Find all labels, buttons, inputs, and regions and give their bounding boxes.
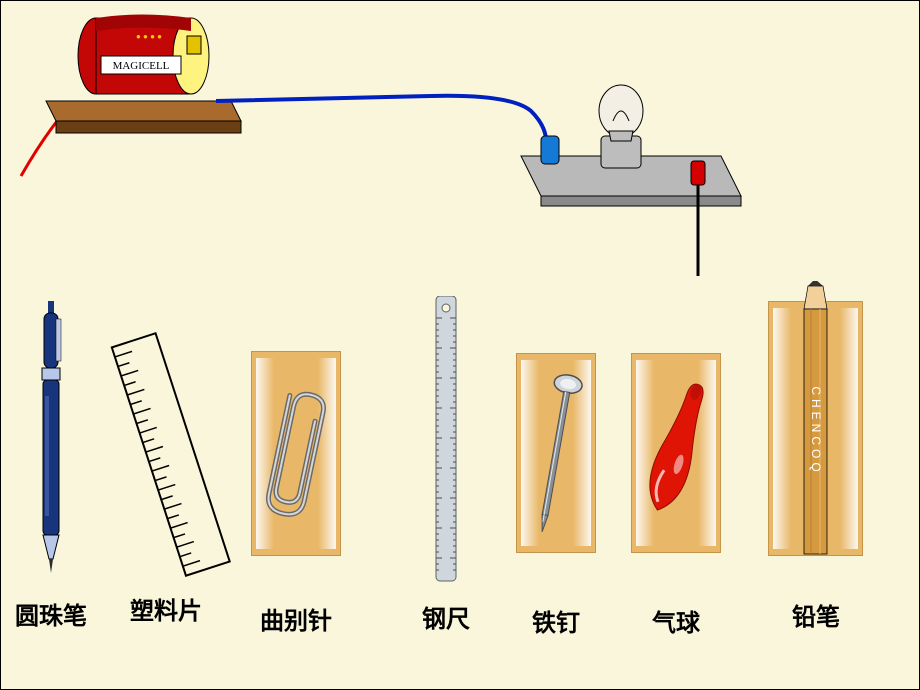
diagram-stage: MAGICELL ● ● ● ● [1, 1, 919, 689]
paperclip-icon [251, 351, 341, 556]
pencil-brand: CHENCOQ [809, 386, 823, 475]
battery-label: MAGICELL [113, 60, 170, 72]
pencil-icon: CHENCOQ [768, 281, 863, 571]
svg-text:● ● ● ●: ● ● ● ● [136, 32, 162, 41]
items-row: 圆珠笔 [1, 281, 919, 641]
plastic-ruler-icon [91, 321, 241, 591]
item-label-pen: 圆珠笔 [15, 596, 87, 631]
balloon-icon [631, 353, 721, 553]
battery-holder: MAGICELL ● ● ● ● [46, 15, 241, 134]
item-label-paperclip: 曲别针 [260, 601, 332, 636]
item-label-pencil: 铅笔 [792, 597, 840, 632]
circuit-svg: MAGICELL ● ● ● ● [1, 1, 920, 281]
item-label-nail: 铁钉 [532, 603, 580, 638]
item-label-plastic: 塑料片 [130, 591, 202, 626]
nail-icon [516, 353, 596, 553]
bulb-board [521, 85, 741, 206]
wire-red [21, 116, 61, 176]
pen-icon [26, 301, 76, 581]
wire-blue [216, 96, 546, 141]
item-label-balloon: 气球 [652, 603, 700, 638]
item-label-steelruler: 钢尺 [422, 599, 470, 634]
steel-ruler-icon [426, 296, 466, 586]
